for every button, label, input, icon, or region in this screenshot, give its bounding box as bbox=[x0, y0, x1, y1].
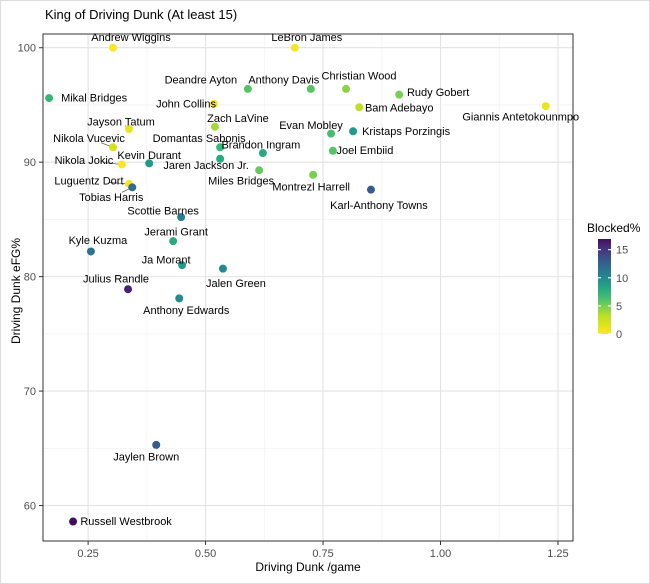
data-point-anthony-davis bbox=[306, 84, 315, 93]
point-label-miles-bridges: Miles Bridges bbox=[208, 176, 275, 188]
point-label-deandre-ayton: Deandre Ayton bbox=[165, 74, 238, 86]
data-point-jalen-green bbox=[218, 264, 227, 273]
point-label-kyle-kuzma: Kyle Kuzma bbox=[69, 235, 129, 247]
data-point-christian-wood bbox=[342, 84, 351, 93]
x-tick-label: 1.00 bbox=[430, 548, 451, 560]
point-label-andrew-wiggins: Andrew Wiggins bbox=[91, 32, 171, 44]
data-point-bam-adebayo bbox=[355, 103, 364, 112]
data-point-rudy-gobert bbox=[395, 90, 404, 99]
data-point-scottie-barnes bbox=[177, 213, 186, 222]
x-tick-label: 0.50 bbox=[195, 548, 216, 560]
point-label-jerami-grant: Jerami Grant bbox=[144, 227, 208, 239]
data-point-giannis-antetokounmpo bbox=[541, 102, 550, 111]
data-point-anthony-edwards bbox=[175, 294, 184, 303]
y-tick-label: 70 bbox=[24, 386, 36, 398]
data-point-montrezl-harrell bbox=[309, 170, 318, 179]
data-point-brandon-ingram bbox=[258, 149, 267, 158]
point-label-jayson-tatum: Jayson Tatum bbox=[87, 116, 155, 128]
point-label-christian-wood: Christian Wood bbox=[322, 70, 397, 82]
point-label-domantas-sabonis: Domantas Sabonis bbox=[153, 133, 246, 145]
point-label-rudy-gobert: Rudy Gobert bbox=[407, 87, 469, 99]
legend-gradient-bar bbox=[598, 239, 611, 334]
data-point-nikola-vucevic bbox=[109, 143, 118, 152]
legend-tick-label: 0 bbox=[616, 329, 622, 341]
data-point-zach-lavine bbox=[210, 122, 219, 131]
y-tick-label: 100 bbox=[18, 43, 36, 55]
data-point-evan-mobley bbox=[327, 129, 336, 138]
point-label-jaylen-brown: Jaylen Brown bbox=[113, 451, 179, 463]
point-label-julius-randle: Julius Randle bbox=[83, 274, 149, 286]
data-point-andrew-wiggins bbox=[109, 43, 118, 52]
data-point-deandre-ayton bbox=[243, 84, 252, 93]
point-label-lebron-james: LeBron James bbox=[271, 32, 342, 44]
point-label-mikal-bridges: Mikal Bridges bbox=[61, 93, 128, 105]
x-axis-title: Driving Dunk /game bbox=[255, 560, 361, 574]
data-point-mikal-bridges bbox=[45, 94, 54, 103]
data-point-julius-randle bbox=[124, 285, 133, 294]
y-axis-title: Driving Dunk eFG% bbox=[9, 237, 23, 344]
point-label-anthony-davis: Anthony Davis bbox=[248, 74, 319, 86]
point-label-scottie-barnes: Scottie Barnes bbox=[127, 206, 199, 218]
point-label-jaren-jackson-jr: Jaren Jackson Jr. bbox=[163, 160, 249, 172]
point-label-zach-lavine: Zach LaVine bbox=[207, 113, 269, 125]
data-point-kyle-kuzma bbox=[86, 247, 95, 256]
data-point-russell-westbrook bbox=[69, 517, 78, 526]
data-point-tobias-harris bbox=[128, 183, 137, 192]
point-label-montrezl-harrell: Montrezl Harrell bbox=[272, 181, 350, 193]
point-label-kristaps-porzingis: Kristaps Porzingis bbox=[362, 126, 451, 138]
point-label-kevin-durant: Kevin Durant bbox=[117, 150, 181, 162]
point-label-luguentz-dort: Luguentz Dort bbox=[54, 175, 123, 187]
x-tick-label: 0.25 bbox=[77, 548, 98, 560]
data-point-jaylen-brown bbox=[152, 440, 161, 449]
point-label-ja-morant: Ja Morant bbox=[142, 255, 191, 267]
point-label-john-collins: John Collins bbox=[156, 98, 216, 110]
data-point-jaren-jackson-jr bbox=[216, 154, 225, 163]
data-point-kristaps-porzingis bbox=[349, 127, 358, 136]
point-label-anthony-edwards: Anthony Edwards bbox=[143, 305, 230, 317]
point-label-nikola-vucevic: Nikola Vucevic bbox=[53, 133, 125, 145]
point-label-tobias-harris: Tobias Harris bbox=[79, 192, 144, 204]
data-point-lebron-james bbox=[290, 43, 299, 52]
data-point-jayson-tatum bbox=[124, 124, 133, 133]
data-point-jerami-grant bbox=[169, 237, 178, 246]
data-point-miles-bridges bbox=[255, 166, 264, 175]
chart-title: King of Driving Dunk (At least 15) bbox=[45, 7, 238, 22]
data-point-joel-embiid bbox=[328, 146, 337, 155]
legend-tick-label: 5 bbox=[616, 301, 622, 313]
point-label-joel-embiid: Joel Embiid bbox=[336, 145, 393, 157]
point-label-russell-westbrook: Russell Westbrook bbox=[80, 516, 172, 528]
data-point-ja-morant bbox=[178, 261, 187, 270]
point-label-nikola-jokic: Nikola Jokic bbox=[55, 155, 114, 167]
panel-border bbox=[42, 33, 574, 542]
legend-tick-label: 15 bbox=[616, 245, 628, 257]
point-label-bam-adebayo: Bam Adebayo bbox=[365, 103, 434, 115]
data-point-john-collins bbox=[210, 99, 219, 108]
y-tick-label: 60 bbox=[24, 501, 36, 513]
point-label-jalen-green: Jalen Green bbox=[206, 278, 266, 290]
y-tick-label: 80 bbox=[24, 272, 36, 284]
point-label-brandon-ingram: Brandon Ingram bbox=[221, 140, 300, 152]
point-label-evan-mobley: Evan Mobley bbox=[279, 120, 343, 132]
data-point-karl-anthony-towns bbox=[366, 185, 375, 194]
data-point-kevin-durant bbox=[145, 159, 154, 168]
point-label-giannis-antetokounmpo: Giannis Antetokounmpo bbox=[462, 112, 579, 124]
plot-panel bbox=[43, 34, 573, 541]
data-point-nikola-jokic bbox=[117, 160, 126, 169]
x-tick-label: 1.25 bbox=[547, 548, 568, 560]
legend-tick-label: 10 bbox=[616, 273, 628, 285]
point-label-karl-anthony-towns: Karl-Anthony Towns bbox=[330, 200, 428, 212]
legend-title: Blocked% bbox=[587, 221, 641, 235]
data-point-domantas-sabonis bbox=[216, 143, 225, 152]
y-tick-label: 90 bbox=[24, 157, 36, 169]
x-tick-label: 0.75 bbox=[312, 548, 333, 560]
